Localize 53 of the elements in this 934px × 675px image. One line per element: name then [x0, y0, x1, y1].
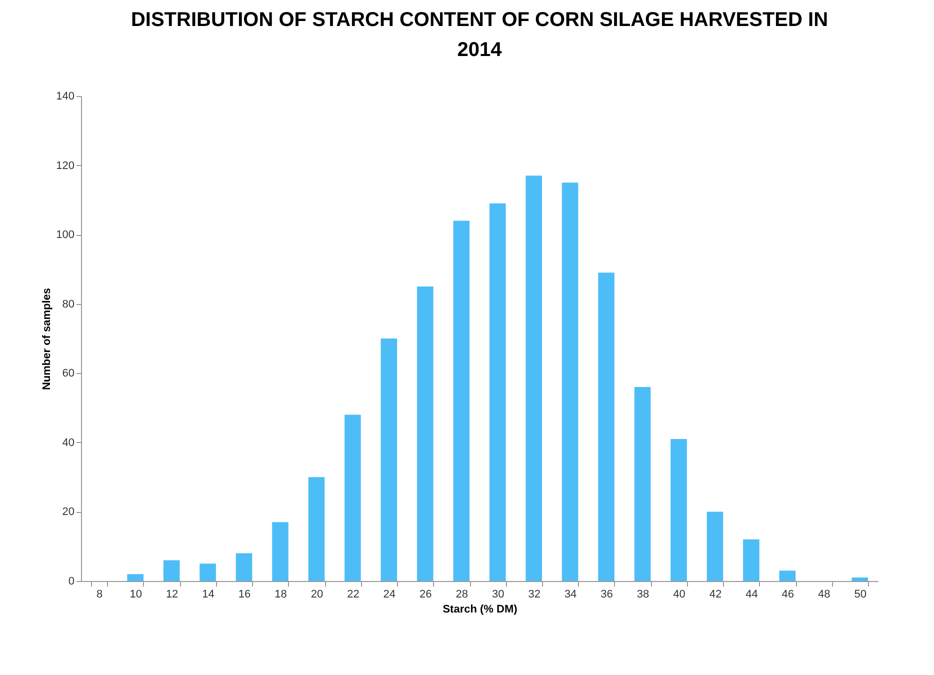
bar — [453, 220, 470, 581]
x-axis-title: Starch (% DM) — [442, 604, 518, 616]
x-tick-label: 32 — [528, 588, 540, 600]
y-tick-label: 20 — [62, 506, 74, 518]
bar — [417, 286, 434, 581]
bar — [670, 438, 687, 581]
chart-title: DISTRIBUTION OF STARCH CONTENT OF CORN SILAGE HARVESTED IN 2014 — [130, 9, 828, 61]
x-tick-label: 28 — [456, 588, 468, 600]
x-tick-label: 50 — [854, 588, 867, 600]
x-tick-label: 26 — [420, 588, 432, 600]
x-tick-label: 46 — [782, 588, 794, 600]
bar — [163, 560, 180, 581]
bar — [706, 512, 724, 581]
bar — [236, 553, 252, 581]
y-tick-label: 120 — [56, 160, 74, 172]
x-tick-label: 44 — [746, 588, 758, 600]
x-tick-label: 16 — [238, 588, 251, 600]
bar — [779, 570, 796, 581]
bar — [127, 574, 144, 581]
x-tick-label: 18 — [274, 588, 287, 600]
bar — [272, 522, 288, 581]
x-tick-label: 10 — [130, 588, 142, 600]
bar — [562, 182, 578, 581]
bar — [380, 338, 398, 581]
x-tick-label: 30 — [492, 588, 504, 600]
y-tick-label: 100 — [56, 229, 74, 242]
bar — [344, 414, 361, 581]
y-tick-label: 0 — [68, 576, 74, 588]
y-tick-label: 80 — [62, 298, 74, 310]
x-tick-label: 24 — [383, 588, 396, 600]
x-tick-label: 38 — [636, 588, 650, 600]
x-tick-label: 14 — [202, 588, 214, 600]
x-tick-label: 12 — [166, 588, 178, 600]
y-tick-label: 60 — [62, 368, 74, 380]
x-tick-label: 20 — [310, 588, 324, 600]
bar — [489, 203, 506, 581]
bar — [634, 387, 651, 581]
bar — [200, 564, 216, 581]
x-tick-label: 22 — [347, 588, 360, 600]
x-tick-label: 36 — [600, 588, 613, 600]
x-tick-label: 8 — [96, 588, 103, 600]
x-tick-label: 48 — [818, 588, 830, 600]
x-tick-label: 34 — [564, 588, 577, 600]
bar — [308, 477, 325, 581]
y-axis-title: Number of samples — [41, 288, 54, 390]
x-tick-label: 42 — [709, 588, 722, 600]
y-tick-label: 40 — [62, 436, 74, 449]
x-tick-label: 40 — [673, 588, 686, 600]
bar — [743, 539, 760, 581]
bar — [598, 272, 614, 581]
bar — [852, 578, 868, 581]
y-tick-label: 140 — [56, 90, 74, 102]
bar — [526, 176, 542, 581]
